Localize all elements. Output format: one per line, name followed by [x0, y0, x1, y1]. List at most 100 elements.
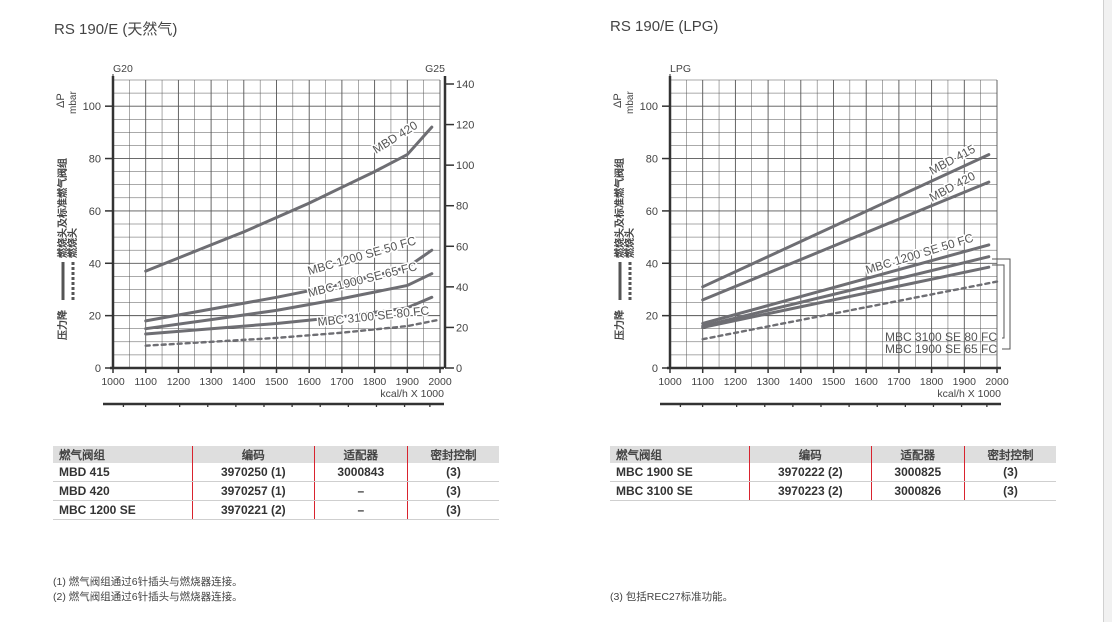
y-tick-label: 60: [89, 206, 101, 218]
table-header-row: 燃气阀组 编码 适配器 密封控制: [53, 446, 499, 463]
x-tick-label: 1100: [691, 376, 714, 388]
side-label-pressure-drop: 压力降: [613, 309, 626, 340]
y-tick-label: 80: [646, 154, 658, 166]
x-tick-label: 1700: [330, 376, 354, 388]
table-cell: MBC 1900 SE: [610, 463, 750, 482]
table-cell: (3): [963, 463, 1056, 482]
table-cell: 3970250 (1): [192, 463, 315, 482]
series-line: [701, 280, 999, 341]
series-label-mbc3100: MBC 3100 SE 80 FC: [885, 330, 997, 344]
series-line: [701, 265, 991, 329]
x-tick-label: 1300: [756, 376, 780, 388]
x-tick-label: 1100: [134, 376, 157, 388]
table-cell: 3970223 (2): [749, 481, 872, 501]
footnotes-right: (3) 包括REC27标准功能。: [610, 590, 733, 605]
series-line: [144, 272, 434, 331]
footnotes-left: (1) 燃气阀组通过6针插头与燃烧器连接。 (2) 燃气阀组通过6针插头与燃烧器…: [53, 575, 243, 605]
table-cell: 3000825: [870, 463, 965, 482]
y-tick-label: 40: [646, 258, 658, 270]
y-tick-label: 0: [95, 363, 101, 375]
table-header-cell: 密封控制: [406, 446, 499, 463]
footnote-3: (3) 包括REC27标准功能。: [610, 591, 734, 603]
y2-tick-label: 120: [456, 120, 474, 132]
table-cell: 3970221 (2): [192, 500, 315, 520]
x-tick-label: 1200: [167, 376, 191, 388]
table-cell: 3000843: [313, 463, 408, 482]
table-row: MBC 1900 SE 3970222 (2) 3000825 (3): [610, 463, 1056, 482]
legend-label-dashed: 燃烧头: [66, 228, 79, 258]
series-label-mbd420: MBD 420: [370, 118, 420, 157]
y-axis-unit: mbar: [68, 91, 79, 114]
table-row: MBC 3100 SE 3970223 (2) 3000826 (3): [610, 481, 1056, 501]
series-line: [701, 255, 991, 328]
right-scrollbar[interactable]: [1103, 0, 1112, 622]
table-cell: MBD 420: [53, 481, 193, 501]
table-cell: (3): [406, 481, 499, 501]
table-header-cell: 燃气阀组: [53, 446, 193, 463]
x-axis-label: kcal/h X 1000: [937, 388, 1001, 400]
table-header-cell: 适配器: [313, 446, 408, 463]
x-tick-label: 1700: [887, 376, 911, 388]
y-tick-label: 20: [646, 311, 658, 323]
x-tick-label: 1600: [298, 376, 322, 388]
x-tick-label: 1500: [265, 376, 289, 388]
y-tick-label: 100: [83, 101, 101, 113]
series-line: [144, 318, 442, 347]
valve-table-lpg: 燃气阀组 编码 适配器 密封控制 MBC 1900 SE 3970222 (2) 3000…: [610, 446, 1056, 501]
x-tick-label: 1900: [953, 376, 977, 388]
x-tick-label: 1500: [822, 376, 846, 388]
series-line: [701, 180, 991, 302]
table-cell: –: [313, 481, 408, 501]
footnote-2: (2) 燃气阀组通过6针插头与燃烧器连接。: [53, 591, 243, 603]
top-left-label: G20: [113, 63, 133, 75]
table-cell: MBD 415: [53, 463, 193, 482]
label-bracket: [992, 264, 1005, 339]
y-axis-label: ΔP: [55, 93, 67, 108]
chart-title-natural-gas: RS 190/E (天然气): [54, 21, 178, 38]
side-label-pressure-drop: 压力降: [56, 309, 69, 340]
y2-tick-label: 100: [456, 160, 474, 172]
x-tick-label: 1000: [101, 376, 125, 388]
table-row: MBD 420 3970257 (1) – (3): [53, 481, 499, 501]
y-tick-label: 40: [89, 258, 101, 270]
x-axis-label: kcal/h X 1000: [380, 388, 444, 400]
table-cell: 3970257 (1): [192, 481, 315, 501]
table-row: MBD 415 3970250 (1) 3000843 (3): [53, 463, 499, 482]
y-axis-unit: mbar: [625, 91, 636, 114]
y-tick-label: 60: [646, 206, 658, 218]
x-tick-label: 1800: [363, 376, 387, 388]
valve-table-natural-gas: 燃气阀组 编码 适配器 密封控制 MBD 415 3970250 (1) 3000843(…: [53, 446, 499, 520]
table-header-cell: 密封控制: [963, 446, 1056, 463]
legend-label-solid: 燃烧头及标准燃气阀组: [56, 158, 69, 258]
table-cell: 3000826: [870, 481, 965, 501]
series-line: [144, 125, 434, 273]
x-tick-label: 1400: [232, 376, 256, 388]
y2-tick-label: 20: [456, 322, 468, 334]
x-tick-label: 1800: [920, 376, 944, 388]
chart-title-lpg: RS 190/E (LPG): [610, 18, 719, 35]
table-cell: MBC 3100 SE: [610, 481, 750, 501]
table-cell: –: [313, 500, 408, 520]
table-row: MBC 1200 SE 3970221 (2) – (3): [53, 500, 499, 520]
x-tick-label: 1600: [855, 376, 879, 388]
y2-tick-label: 60: [456, 241, 468, 253]
series-line: [701, 243, 991, 325]
legend-label-dashed: 燃烧头: [623, 228, 636, 258]
top-left-label: LPG: [670, 63, 691, 75]
y-tick-label: 20: [89, 311, 101, 323]
x-tick-label: 1200: [724, 376, 748, 388]
table-header-cell: 适配器: [870, 446, 965, 463]
series-line: [144, 295, 434, 336]
series-line: [144, 248, 434, 323]
y2-tick-label: 80: [456, 201, 468, 213]
y2-tick-label: 0: [456, 363, 462, 375]
y-tick-label: 100: [640, 101, 658, 113]
footnote-1: (1) 燃气阀组通过6针插头与燃烧器连接。: [53, 576, 243, 588]
label-bracket: [992, 258, 1011, 350]
table-cell: (3): [406, 500, 499, 520]
table-cell: (3): [963, 481, 1056, 501]
x-tick-label: 1900: [396, 376, 420, 388]
table-header-cell: 燃气阀组: [610, 446, 750, 463]
table-cell: MBC 1200 SE: [53, 500, 193, 520]
